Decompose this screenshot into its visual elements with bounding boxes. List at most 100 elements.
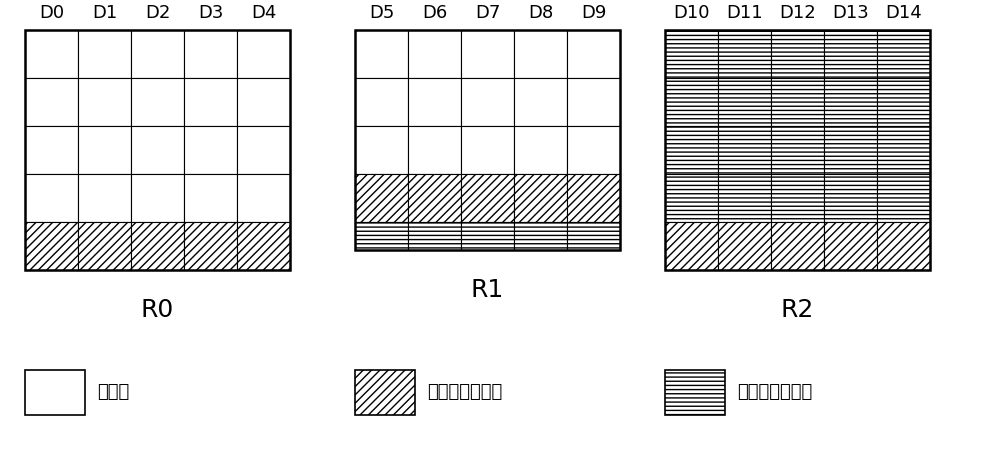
Bar bbox=[877, 222, 930, 270]
Bar bbox=[718, 174, 771, 222]
Text: D7: D7 bbox=[475, 4, 500, 22]
Bar bbox=[184, 174, 237, 222]
Bar bbox=[824, 78, 877, 126]
Text: D2: D2 bbox=[145, 4, 170, 22]
Text: 组间编码校验块: 组间编码校验块 bbox=[737, 383, 812, 401]
Bar bbox=[131, 78, 184, 126]
Bar bbox=[25, 174, 78, 222]
Bar bbox=[877, 174, 930, 222]
Bar bbox=[25, 78, 78, 126]
Bar bbox=[824, 126, 877, 174]
Bar bbox=[771, 30, 824, 78]
Bar bbox=[665, 78, 718, 126]
Bar bbox=[665, 30, 930, 270]
Bar bbox=[771, 126, 824, 174]
Bar bbox=[665, 126, 718, 174]
Bar bbox=[718, 222, 771, 270]
Bar bbox=[25, 222, 78, 270]
Bar bbox=[78, 222, 131, 270]
Bar bbox=[237, 78, 290, 126]
Bar bbox=[514, 78, 567, 126]
Bar bbox=[25, 30, 290, 270]
Bar bbox=[408, 174, 461, 222]
Bar bbox=[408, 126, 461, 174]
Bar bbox=[877, 126, 930, 174]
Text: R1: R1 bbox=[471, 278, 504, 302]
Bar bbox=[665, 30, 718, 78]
Text: 组内编码校验块: 组内编码校验块 bbox=[427, 383, 502, 401]
Bar bbox=[461, 30, 514, 78]
Bar bbox=[184, 78, 237, 126]
Text: D11: D11 bbox=[726, 4, 763, 22]
Bar bbox=[514, 126, 567, 174]
Bar bbox=[877, 30, 930, 78]
Bar bbox=[665, 222, 718, 270]
Bar bbox=[567, 30, 620, 78]
Bar bbox=[131, 126, 184, 174]
Bar bbox=[78, 78, 131, 126]
Bar bbox=[567, 126, 620, 174]
Bar bbox=[25, 370, 85, 415]
Bar bbox=[665, 370, 725, 415]
Bar bbox=[567, 222, 620, 250]
Bar bbox=[408, 78, 461, 126]
Bar bbox=[461, 222, 514, 250]
Bar bbox=[25, 126, 78, 174]
Bar bbox=[824, 30, 877, 78]
Bar bbox=[408, 222, 461, 250]
Bar bbox=[771, 174, 824, 222]
Bar bbox=[237, 222, 290, 270]
Text: R0: R0 bbox=[141, 298, 174, 322]
Bar bbox=[184, 222, 237, 270]
Text: D10: D10 bbox=[673, 4, 710, 22]
Bar bbox=[567, 78, 620, 126]
Bar bbox=[567, 174, 620, 222]
Bar bbox=[355, 174, 408, 222]
Bar bbox=[514, 30, 567, 78]
Bar bbox=[25, 30, 78, 78]
Bar bbox=[78, 174, 131, 222]
Bar bbox=[824, 174, 877, 222]
Bar bbox=[718, 78, 771, 126]
Bar bbox=[184, 30, 237, 78]
Bar bbox=[824, 222, 877, 270]
Text: D13: D13 bbox=[832, 4, 869, 22]
Bar bbox=[355, 78, 408, 126]
Bar bbox=[514, 222, 567, 250]
Bar bbox=[665, 174, 718, 222]
Text: D3: D3 bbox=[198, 4, 223, 22]
Text: D5: D5 bbox=[369, 4, 394, 22]
Bar bbox=[131, 222, 184, 270]
Text: D8: D8 bbox=[528, 4, 553, 22]
Bar bbox=[78, 30, 131, 78]
Bar bbox=[237, 30, 290, 78]
Bar bbox=[514, 174, 567, 222]
Bar bbox=[461, 126, 514, 174]
Text: D0: D0 bbox=[39, 4, 64, 22]
Bar bbox=[461, 78, 514, 126]
Text: D1: D1 bbox=[92, 4, 117, 22]
Bar bbox=[78, 126, 131, 174]
Bar bbox=[771, 222, 824, 270]
Text: D12: D12 bbox=[779, 4, 816, 22]
Bar bbox=[237, 174, 290, 222]
Bar bbox=[237, 126, 290, 174]
Bar bbox=[877, 78, 930, 126]
Bar bbox=[355, 126, 408, 174]
Text: D9: D9 bbox=[581, 4, 606, 22]
Bar bbox=[184, 126, 237, 174]
Bar bbox=[355, 30, 620, 250]
Text: R2: R2 bbox=[781, 298, 814, 322]
Text: D14: D14 bbox=[885, 4, 922, 22]
Text: D4: D4 bbox=[251, 4, 276, 22]
Bar bbox=[771, 78, 824, 126]
Bar bbox=[408, 30, 461, 78]
Bar bbox=[461, 174, 514, 222]
Bar bbox=[718, 126, 771, 174]
Text: 数据块: 数据块 bbox=[97, 383, 129, 401]
Bar bbox=[355, 370, 415, 415]
Bar bbox=[718, 30, 771, 78]
Text: D6: D6 bbox=[422, 4, 447, 22]
Bar bbox=[131, 174, 184, 222]
Bar bbox=[355, 30, 408, 78]
